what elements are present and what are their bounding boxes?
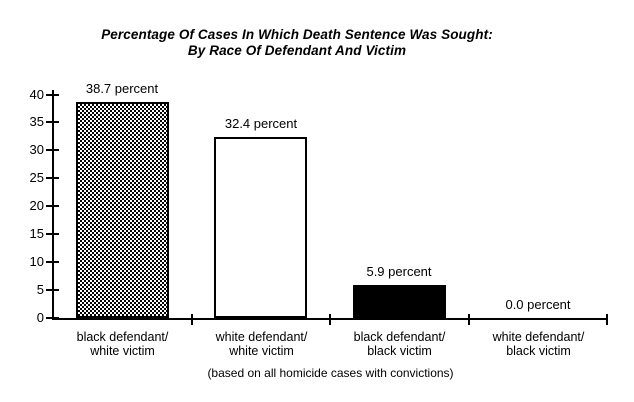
bar-value-label: 5.9 percent — [366, 264, 432, 279]
bar-black-defendant-black-victim — [353, 285, 446, 318]
x-tick — [329, 314, 331, 325]
chart-footnote: (based on all homicide cases with convic… — [207, 366, 454, 380]
y-tick — [46, 261, 59, 263]
bar-white-defendant-white-victim — [214, 137, 307, 318]
x-category-label: white defendant/black victim — [469, 330, 608, 358]
y-tick-label: 25 — [29, 170, 44, 185]
y-tick-label: 5 — [36, 282, 44, 297]
x-category-label-line1: black defendant/ — [353, 330, 446, 344]
y-tick — [46, 317, 59, 319]
x-category-label-line1: white defendant/ — [215, 330, 308, 344]
y-tick-label: 15 — [29, 226, 44, 241]
x-category-label-line2: black victim — [367, 343, 432, 358]
x-tick — [606, 314, 608, 325]
bar-value-label: 38.7 percent — [85, 81, 159, 96]
y-tick-label: 40 — [29, 87, 44, 102]
x-category-label: black defendant/black victim — [330, 330, 469, 358]
y-tick — [46, 205, 59, 207]
x-category-label-line2: white victim — [90, 343, 155, 358]
chart-title-line2: By Race Of Defendant And Victim — [187, 43, 407, 58]
x-category-label-line1: black defendant/ — [76, 330, 169, 344]
y-tick — [46, 94, 59, 96]
x-tick — [191, 314, 193, 325]
y-tick — [46, 149, 59, 151]
x-category-label-line2: white victim — [229, 343, 294, 358]
y-tick — [46, 121, 59, 123]
y-tick — [46, 289, 59, 291]
y-tick — [46, 177, 59, 179]
y-tick-label: 35 — [29, 114, 44, 129]
y-tick-label: 0 — [36, 310, 44, 325]
x-category-label-line2: black victim — [506, 343, 571, 358]
y-tick-label: 20 — [29, 198, 44, 213]
y-tick-label: 30 — [29, 142, 44, 157]
x-category-label: white defendant/white victim — [192, 330, 331, 358]
chart-title-line1: Percentage Of Cases In Which Death Sente… — [101, 27, 493, 42]
bar-value-label: 32.4 percent — [224, 116, 298, 131]
x-category-label: black defendant/white victim — [53, 330, 192, 358]
x-tick — [468, 314, 470, 325]
chart-title: Percentage Of Cases In Which Death Sente… — [0, 27, 594, 59]
x-category-label-line1: white defendant/ — [492, 330, 585, 344]
bar-black-defendant-white-victim — [76, 102, 169, 318]
y-tick — [46, 233, 59, 235]
bar-value-label: 0.0 percent — [505, 297, 571, 312]
y-tick-label: 10 — [29, 254, 44, 269]
